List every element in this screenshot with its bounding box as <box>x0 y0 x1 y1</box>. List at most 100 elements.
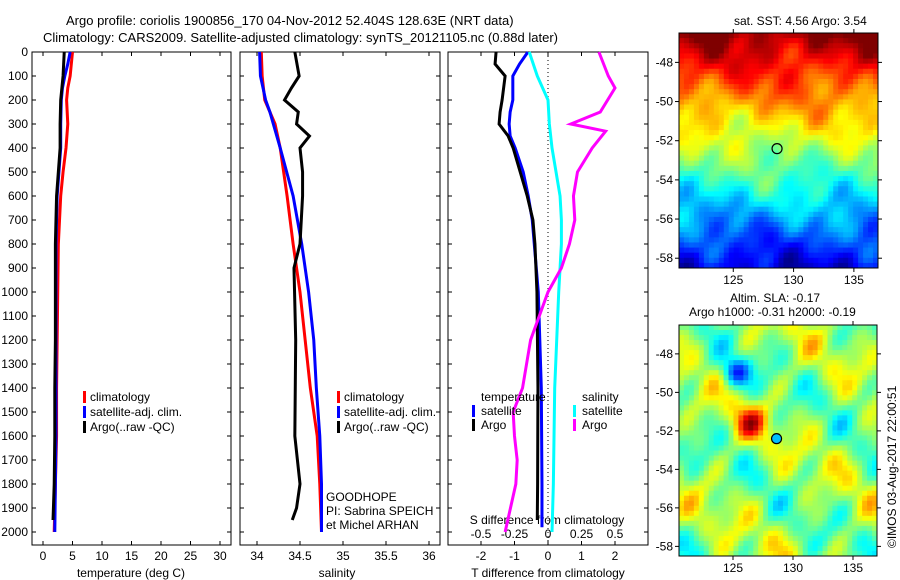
map-cell <box>698 385 705 391</box>
map-cell <box>867 505 873 512</box>
map-cell <box>837 530 843 537</box>
map-cell <box>753 380 759 386</box>
map-cell <box>803 227 809 233</box>
legend-swatch <box>573 405 576 417</box>
map-cell <box>823 89 829 95</box>
map-cell <box>837 325 843 331</box>
map-cell <box>782 380 789 386</box>
map-cell <box>778 475 784 482</box>
map-cell <box>698 395 705 401</box>
map-cell <box>778 425 784 431</box>
map-cell <box>688 400 695 406</box>
map-cell <box>788 94 794 100</box>
map-cell <box>698 140 705 146</box>
map-cell <box>743 262 750 269</box>
map-cell <box>843 135 849 141</box>
temp-tick-label: 30 <box>213 549 227 563</box>
map-cell <box>857 410 863 416</box>
map-cell <box>783 145 789 151</box>
map-cell <box>828 191 834 197</box>
map-cell <box>797 325 804 331</box>
map-cell <box>853 145 859 151</box>
sal-tick-label: 34.5 <box>288 549 312 563</box>
map-cell <box>723 155 730 162</box>
map-cell <box>728 355 734 361</box>
map-cell <box>693 186 700 192</box>
map-cell <box>683 227 690 233</box>
map-cell <box>828 227 834 233</box>
map-cell <box>713 340 720 346</box>
map-cell <box>728 191 735 197</box>
map-cell <box>812 475 819 482</box>
map-cell <box>812 395 819 401</box>
map-cell <box>838 130 844 136</box>
map-cell <box>787 335 794 341</box>
map-cell <box>723 242 730 249</box>
map-cell <box>773 470 779 477</box>
map-cell <box>852 425 858 431</box>
map-cell <box>738 247 745 254</box>
map-cell <box>693 535 700 542</box>
map-cell <box>868 73 874 80</box>
map-cell <box>748 186 755 192</box>
map-cell <box>693 140 700 146</box>
map-cell <box>873 89 879 95</box>
map-cell <box>783 232 789 238</box>
map-cell <box>718 222 725 228</box>
map-cell <box>773 247 779 254</box>
map-cell <box>768 94 775 100</box>
map-cell <box>698 480 705 487</box>
map-cell <box>833 176 839 182</box>
map-cell <box>788 104 794 111</box>
map-cell <box>822 550 828 557</box>
lat-tick-label: -54 <box>656 462 674 476</box>
map-cell <box>733 89 740 95</box>
map-cell <box>822 460 828 467</box>
map-cell <box>763 63 770 70</box>
map-cell <box>738 63 745 70</box>
map-cell <box>768 196 775 203</box>
map-cell <box>683 390 690 396</box>
map-cell <box>818 237 824 243</box>
map-cell <box>872 550 878 557</box>
map-cell <box>798 94 804 100</box>
map-cell <box>807 515 814 522</box>
map-cell <box>813 84 819 90</box>
map-cell <box>788 216 794 223</box>
map-cell <box>758 252 765 259</box>
map-cell <box>843 170 849 177</box>
map-cell <box>833 196 839 203</box>
map-cell <box>713 480 720 487</box>
map-cell <box>688 104 695 111</box>
map-cell <box>753 222 760 228</box>
map-cell <box>758 515 764 522</box>
map-cell <box>723 385 729 391</box>
map-cell <box>803 160 809 167</box>
map-cell <box>693 181 700 187</box>
map-cell <box>823 43 829 49</box>
map-cell <box>797 490 804 497</box>
map-cell <box>812 415 819 421</box>
map-cell <box>718 335 725 341</box>
map-cell <box>787 510 794 517</box>
map-cell <box>688 48 695 54</box>
map-cell <box>797 550 804 557</box>
map-cell <box>728 490 734 497</box>
map-cell <box>688 130 695 136</box>
map-cell <box>698 186 705 192</box>
map-cell <box>793 170 799 177</box>
map-cell <box>858 216 864 223</box>
map-cell <box>708 365 715 371</box>
map-cell <box>763 181 770 187</box>
map-cell <box>778 485 784 492</box>
map-cell <box>763 535 769 542</box>
map-cell <box>857 505 863 512</box>
map-cell <box>688 520 695 527</box>
map-cell <box>688 227 695 233</box>
map-cell <box>858 130 864 136</box>
map-cell <box>792 345 799 351</box>
map-cell <box>679 160 685 167</box>
map-cell <box>693 475 700 482</box>
map-cell <box>718 445 725 452</box>
map-cell <box>748 485 754 492</box>
